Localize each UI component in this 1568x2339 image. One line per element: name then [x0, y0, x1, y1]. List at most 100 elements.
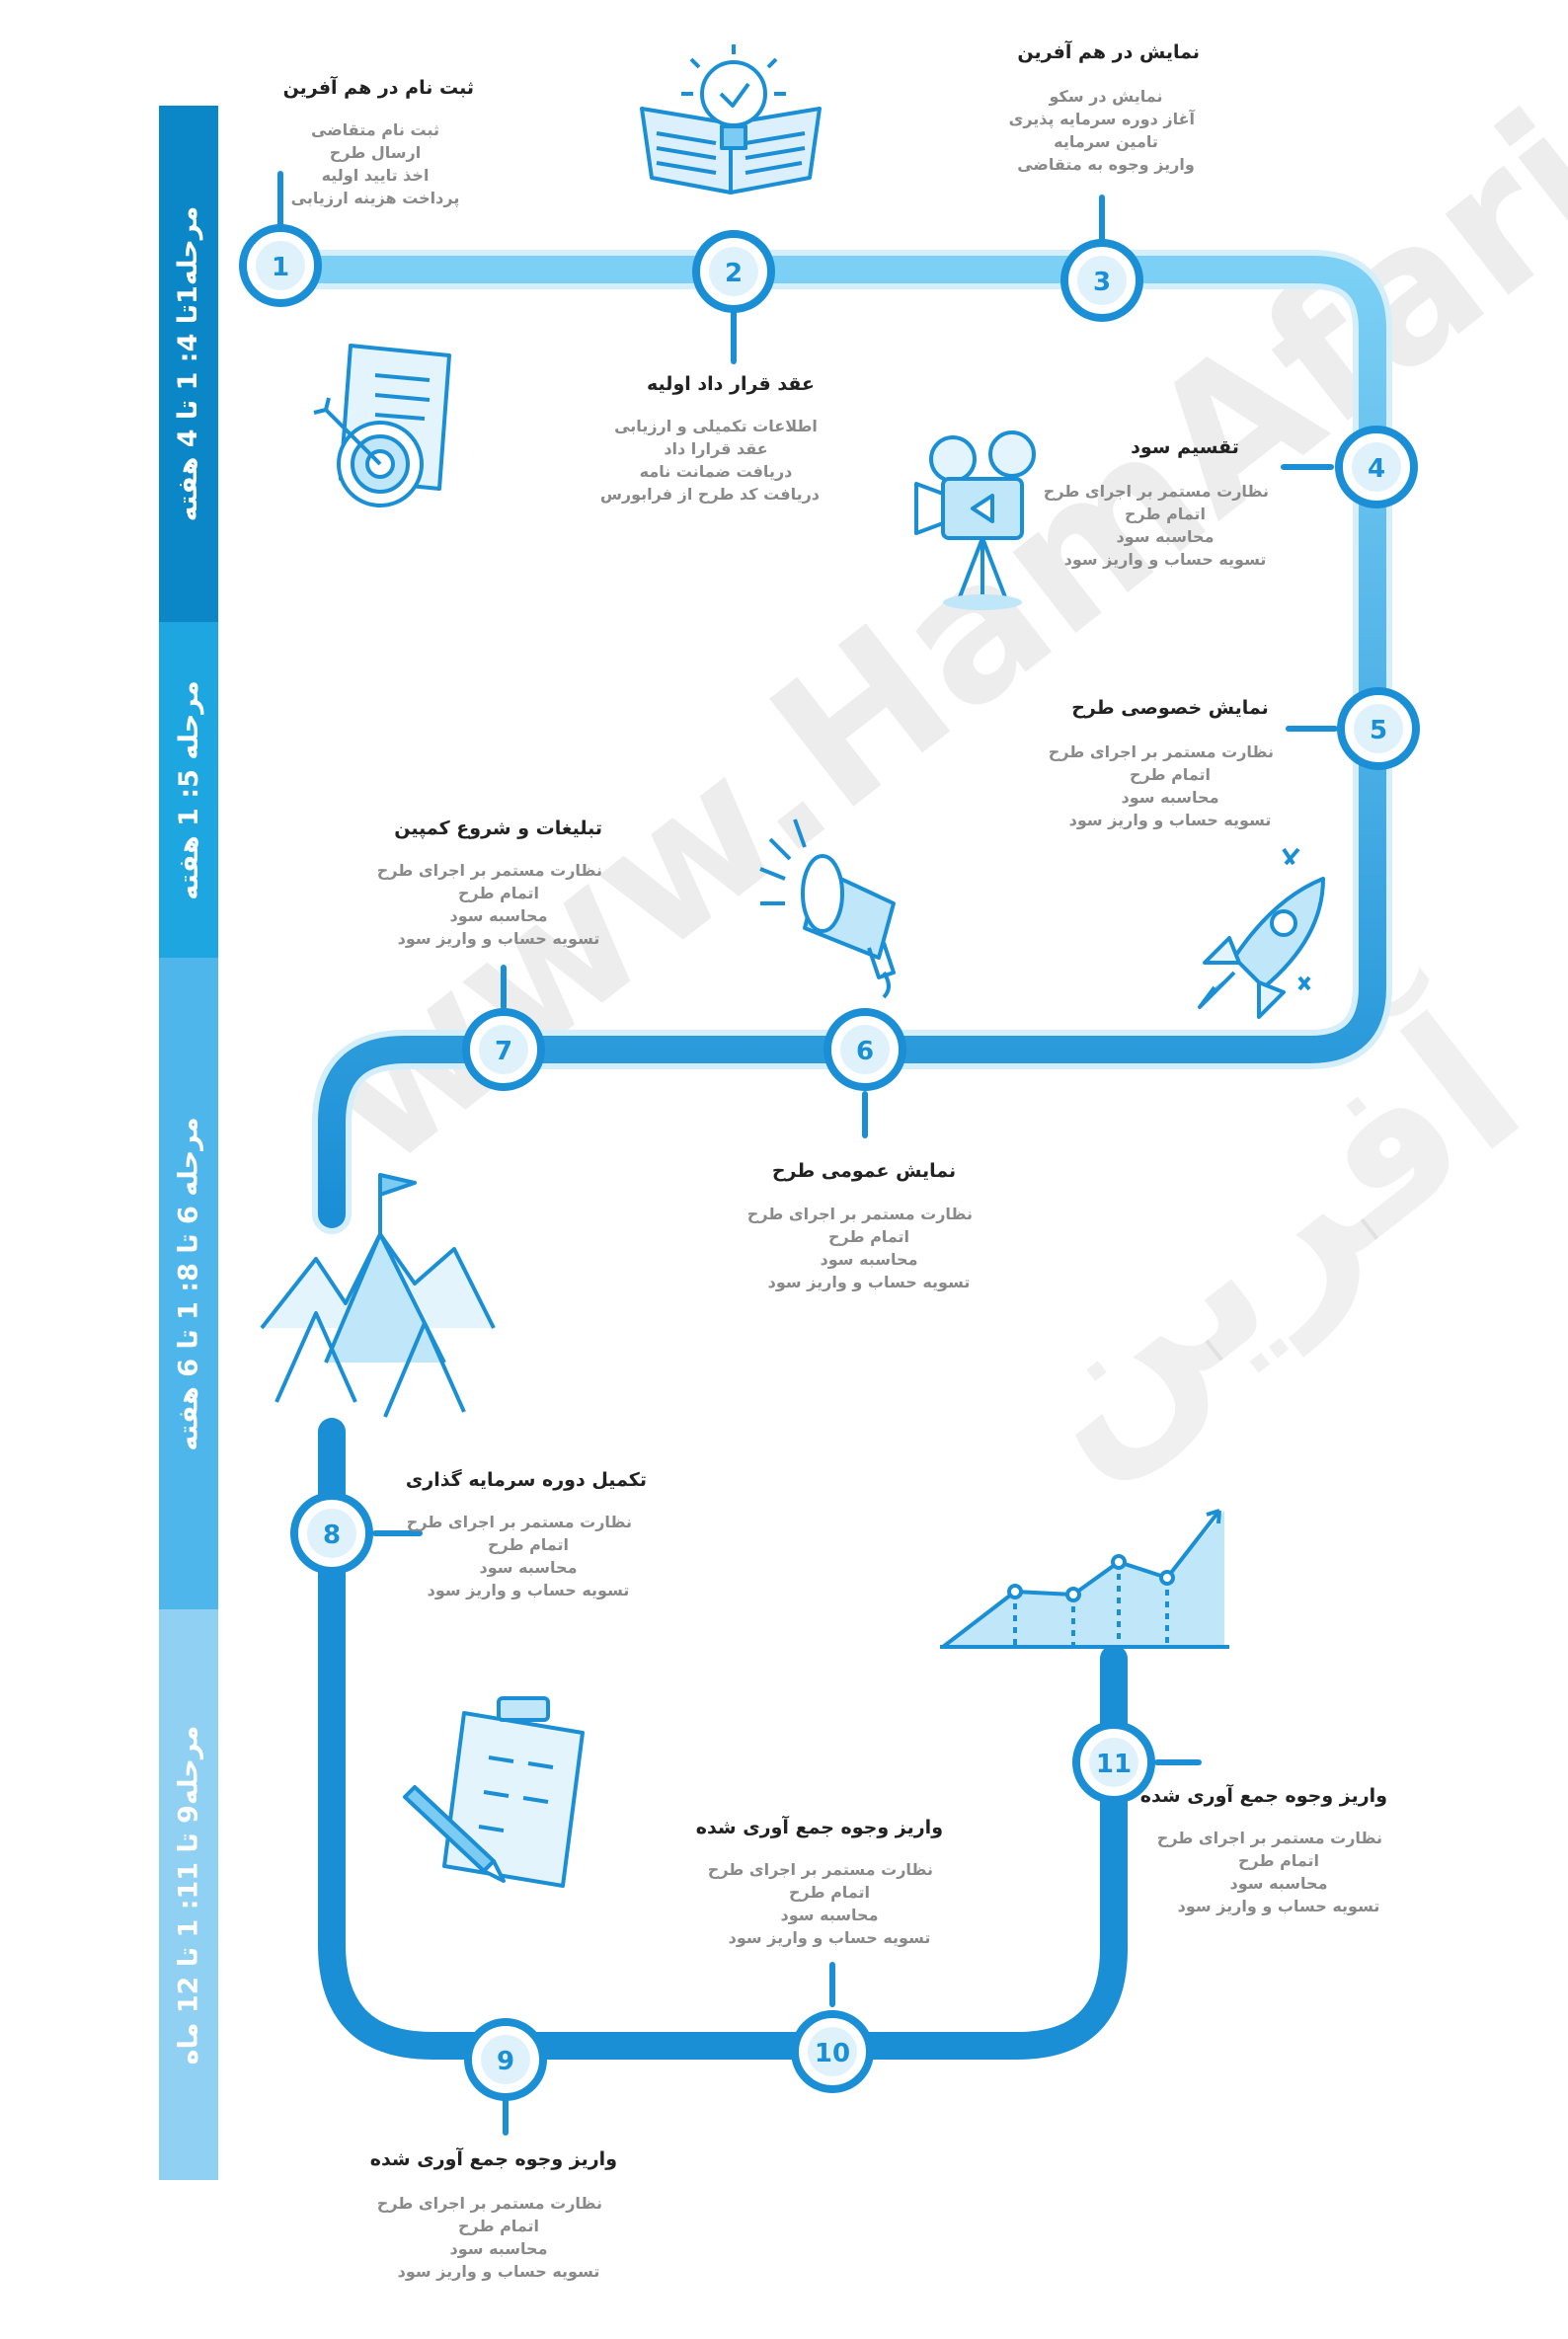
step-item: ارسال طرح: [329, 143, 422, 162]
step-title-10: واریز وجوه جمع آوری شده: [695, 1817, 943, 1838]
step-item: اتمام طرح: [487, 1535, 570, 1554]
step-item: اطلاعات تکمیلی و ارزیابی: [614, 417, 818, 435]
step-item: پرداخت هزینه ارزیابی: [290, 189, 460, 207]
mountain-flag-icon: [260, 1173, 496, 1418]
rocket-icon: [1198, 847, 1325, 1019]
phase-bar-3: مرحله 6 تا 8: 1 تا 6 هفته: [159, 958, 218, 1609]
step-marker-5: 5: [1337, 687, 1420, 770]
step-item: اتمام طرح: [1129, 765, 1212, 784]
step-item: اتمام طرح: [457, 2217, 540, 2235]
step-marker-9: 9: [464, 2018, 547, 2101]
step-item: تسویه حساب و واریز سود: [397, 929, 600, 948]
step-list-8: نظارت مستمر بر اجرای طرح اتمام طرح محاسب…: [406, 1511, 632, 1601]
step-item: دریافت کد طرح از فرابورس: [599, 485, 820, 504]
step-item: نمایش در سکو: [1049, 87, 1163, 106]
step-item: تسویه حساب و واریز سود: [1063, 550, 1267, 569]
step-list-2: اطلاعات تکمیلی و ارزیابی عقد قرارا داد د…: [599, 415, 820, 506]
step-title-5: نمایش خصوصی طرح: [1071, 697, 1269, 719]
step-marker-6: 6: [823, 1008, 906, 1091]
step-number-11: 11: [1096, 1750, 1132, 1779]
step-list-3: نمایش در سکو آغاز دوره سرمایه پذیری تامی…: [1008, 85, 1195, 176]
step-marker-7: 7: [462, 1008, 545, 1091]
step-number-10: 10: [815, 2039, 850, 2068]
step-title-1: ثبت نام در هم آفرین: [282, 77, 474, 99]
step-list-9: نظارت مستمر بر اجرای طرح اتمام طرح محاسب…: [376, 2192, 602, 2283]
lightbulb-book-icon: [640, 44, 822, 195]
step-list-5: نظارت مستمر بر اجرای طرح اتمام طرح محاسب…: [1048, 741, 1274, 831]
step-marker-11: 11: [1072, 1721, 1155, 1804]
step-number-6: 6: [856, 1037, 874, 1066]
step-title-3: نمایش در هم آفرین: [1017, 41, 1200, 63]
step-list-1: ثبت نام متقاضی ارسال طرح اخذ تایید اولیه…: [286, 118, 464, 209]
step-marker-3: 3: [1060, 239, 1143, 322]
step-title-8: تکمیل دوره سرمایه گذاری: [405, 1469, 647, 1491]
step-title-2: عقد قرار داد اولیه: [647, 373, 815, 395]
step-item: نظارت مستمر بر اجرای طرح: [406, 1513, 632, 1531]
step-item: اتمام طرح: [827, 1227, 910, 1246]
step-item: تسویه حساب و واریز سود: [397, 2262, 600, 2281]
phase-bar-2: مرحله 5: 1 هفته: [159, 622, 218, 958]
step-item: عقد قرارا داد: [664, 439, 768, 458]
step-item: محاسبه سود: [780, 1906, 879, 1924]
step-item: اخذ تایید اولیه: [321, 166, 430, 185]
step-list-6: نظارت مستمر بر اجرای طرح اتمام طرح محاسب…: [746, 1203, 973, 1293]
step-marker-8: 8: [290, 1492, 373, 1575]
film-camera-icon: [914, 430, 1036, 610]
step-number-8: 8: [323, 1520, 341, 1550]
step-item: نظارت مستمر بر اجرای طرح: [376, 861, 602, 880]
step-item: محاسبه سود: [1229, 1874, 1328, 1893]
step-item: اتمام طرح: [788, 1883, 871, 1902]
step-item: نظارت مستمر بر اجرای طرح: [1043, 482, 1269, 501]
step-item: نظارت مستمر بر اجرای طرح: [746, 1205, 973, 1223]
step-item: ثبت نام متقاضی: [311, 120, 439, 139]
step-item: محاسبه سود: [449, 2239, 548, 2258]
step-item: آغاز دوره سرمایه پذیری: [1008, 110, 1195, 128]
step-item: محاسبه سود: [820, 1250, 918, 1269]
step-number-4: 4: [1368, 454, 1385, 484]
step-item: محاسبه سود: [479, 1558, 578, 1577]
step-item: تسویه حساب و واریز سود: [728, 1928, 931, 1947]
step-number-3: 3: [1093, 268, 1111, 297]
step-list-11: نظارت مستمر بر اجرای طرح اتمام طرح محاسب…: [1156, 1827, 1382, 1917]
step-title-4: تقسیم سود: [1131, 436, 1239, 458]
step-item: تسویه حساب و واریز سود: [427, 1581, 630, 1599]
step-item: نظارت مستمر بر اجرای طرح: [1156, 1829, 1382, 1847]
step-item: نظارت مستمر بر اجرای طرح: [707, 1860, 933, 1879]
step-item: اتمام طرح: [1237, 1851, 1320, 1870]
step-item: اتمام طرح: [457, 884, 540, 902]
step-list-10: نظارت مستمر بر اجرای طرح اتمام طرح محاسب…: [707, 1858, 933, 1949]
target-document-icon: [313, 344, 451, 507]
step-marker-2: 2: [692, 230, 775, 313]
step-title-7: تبلیغات و شروع کمپین: [394, 818, 602, 839]
clipboard-checklist-icon: [403, 1696, 585, 1888]
step-item: محاسبه سود: [1116, 527, 1215, 546]
step-title-6: نمایش عمومی طرح: [771, 1160, 957, 1182]
step-number-5: 5: [1370, 716, 1387, 745]
step-number-9: 9: [497, 2047, 514, 2076]
step-item: تسویه حساب و واریز سود: [767, 1273, 971, 1291]
step-item: تسویه حساب و واریز سود: [1177, 1897, 1380, 1915]
step-number-7: 7: [495, 1037, 512, 1066]
phase-bar-1: مرحله1تا 4: 1 تا 4 هفته: [159, 106, 218, 622]
step-number-2: 2: [725, 259, 743, 288]
step-title-9: واریز وجوه جمع آوری شده: [369, 2148, 617, 2170]
growth-chart-icon: [940, 1509, 1229, 1720]
step-item: اتمام طرح: [1124, 505, 1207, 523]
step-number-1: 1: [272, 253, 289, 282]
step-item: محاسبه سود: [1121, 788, 1219, 807]
step-item: تامین سرمایه: [1054, 132, 1158, 151]
step-list-7: نظارت مستمر بر اجرای طرح اتمام طرح محاسب…: [376, 859, 602, 950]
step-item: واریز وجوه به متقاضی: [1017, 155, 1195, 174]
step-item: دریافت ضمانت نامه: [639, 462, 793, 481]
step-marker-1: 1: [239, 224, 322, 307]
megaphone-icon: [759, 819, 896, 999]
step-item: محاسبه سود: [449, 906, 548, 925]
step-item: تسویه حساب و واریز سود: [1068, 811, 1272, 829]
step-item: نظارت مستمر بر اجرای طرح: [1048, 742, 1274, 761]
step-marker-10: 10: [791, 2010, 874, 2093]
step-title-11: واریز وجوه جمع آوری شده: [1139, 1785, 1387, 1807]
step-item: نظارت مستمر بر اجرای طرح: [376, 2194, 602, 2213]
step-list-4: نظارت مستمر بر اجرای طرح اتمام طرح محاسب…: [1043, 480, 1269, 571]
